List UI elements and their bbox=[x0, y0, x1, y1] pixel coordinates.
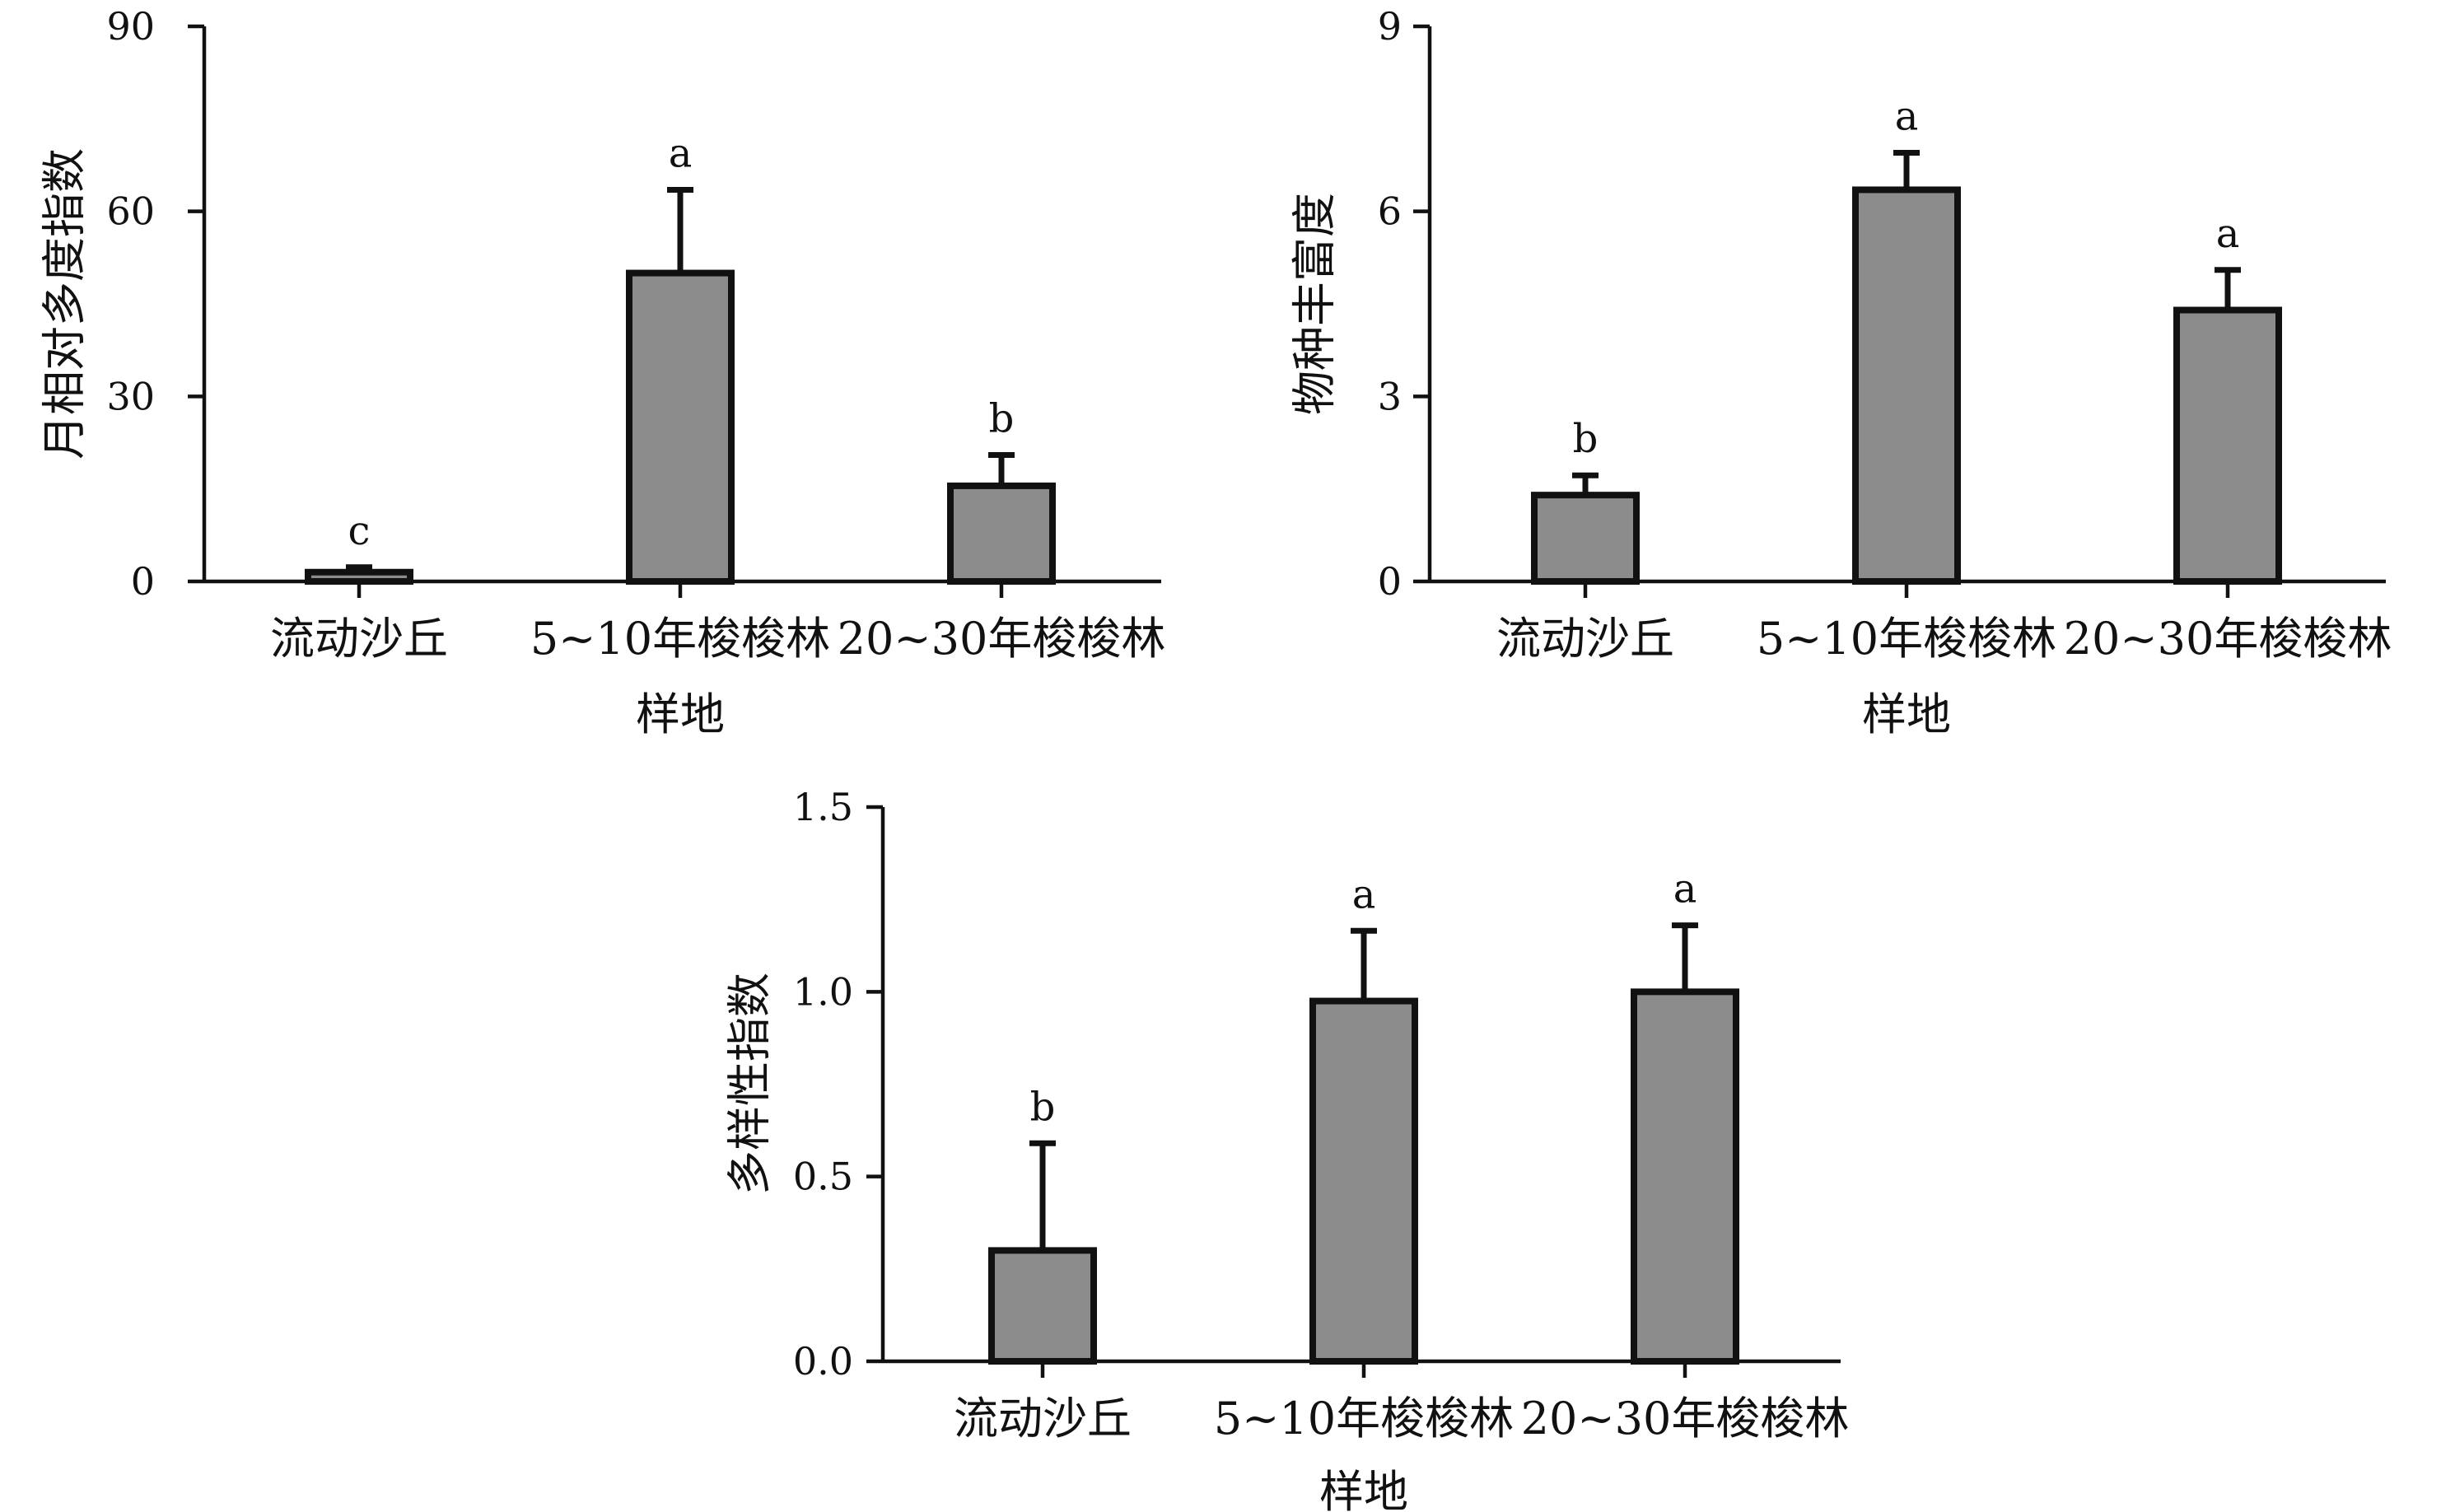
x-tick-label: 20~30年梭梭林 bbox=[838, 613, 1166, 665]
y-tick-label: 0 bbox=[131, 559, 155, 604]
x-axis-title: 样地 bbox=[1319, 1466, 1408, 1512]
y-axis-title: 月相对多度指数 bbox=[39, 148, 91, 460]
y-tick-label: 90 bbox=[106, 4, 155, 49]
x-axis-title: 样地 bbox=[1862, 688, 1951, 740]
bar bbox=[988, 1247, 1097, 1365]
significance-label: a bbox=[2216, 211, 2240, 257]
bar bbox=[1309, 997, 1418, 1365]
y-tick-label: 0.0 bbox=[793, 1339, 853, 1384]
significance-label: a bbox=[669, 130, 693, 176]
y-axis-title: 物种丰富度 bbox=[1289, 193, 1341, 415]
significance-label: c bbox=[348, 508, 371, 554]
y-axis-title: 多样性指数 bbox=[724, 973, 776, 1195]
x-tick-label: 流动沙丘 bbox=[1496, 613, 1674, 665]
bar bbox=[947, 482, 1056, 586]
x-axis-title: 样地 bbox=[636, 688, 725, 740]
y-tick-label: 9 bbox=[1378, 4, 1402, 49]
significance-label: a bbox=[1895, 94, 1919, 140]
bar bbox=[305, 568, 413, 585]
y-tick-label: 30 bbox=[106, 374, 155, 418]
bar bbox=[1852, 186, 1961, 585]
y-tick-label: 60 bbox=[106, 189, 155, 234]
bar bbox=[1631, 988, 1739, 1365]
significance-label: a bbox=[1673, 866, 1697, 912]
y-tick-label: 3 bbox=[1378, 374, 1402, 418]
x-tick-label: 20~30年梭梭林 bbox=[1521, 1393, 1850, 1444]
y-tick-label: 1.0 bbox=[793, 969, 853, 1014]
bar bbox=[1531, 492, 1640, 586]
chart-panel-3: 0.0 0.5 1.0 1.5 多样性指数 b 流动沙丘 a 5~10年梭梭林 a 20~30年梭梭… bbox=[724, 785, 1850, 1512]
y-tick-label: 1.5 bbox=[793, 785, 853, 829]
significance-label: a bbox=[1352, 871, 1376, 917]
y-tick-label: 6 bbox=[1378, 189, 1402, 234]
y-tick-label: 0.5 bbox=[793, 1155, 853, 1199]
x-tick-label: 流动沙丘 bbox=[270, 613, 448, 665]
x-tick-label: 5~10年梭梭林 bbox=[1214, 1393, 1514, 1444]
significance-label: b bbox=[989, 395, 1015, 441]
x-tick-label: 20~30年梭梭林 bbox=[2064, 613, 2392, 665]
x-tick-label: 流动沙丘 bbox=[954, 1393, 1132, 1444]
y-tick-label: 0 bbox=[1378, 559, 1402, 604]
x-tick-label: 5~10年梭梭林 bbox=[530, 613, 830, 665]
bar bbox=[2173, 306, 2282, 585]
x-tick-label: 5~10年梭梭林 bbox=[1757, 613, 2056, 665]
significance-label: b bbox=[1573, 416, 1599, 462]
significance-label: b bbox=[1030, 1084, 1056, 1130]
bar bbox=[626, 269, 735, 585]
